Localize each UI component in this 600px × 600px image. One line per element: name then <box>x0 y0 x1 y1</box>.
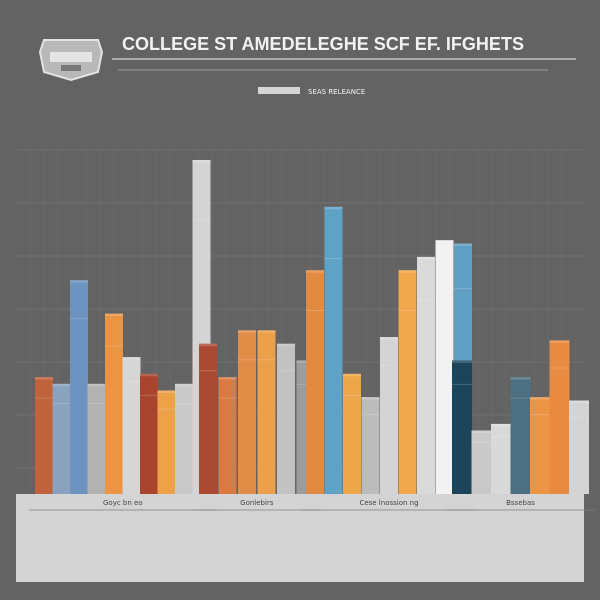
bar-highlight <box>324 206 343 210</box>
bar-highlight <box>569 400 589 403</box>
bar-0-6[interactable] <box>140 373 158 494</box>
group-label-3: Bssebas <box>506 499 535 507</box>
bar-1-0[interactable] <box>199 343 217 494</box>
bar-highlight <box>157 390 176 393</box>
bar-highlight <box>70 280 88 283</box>
bar-2-6[interactable] <box>417 256 435 494</box>
bar-1-1[interactable] <box>218 377 237 494</box>
bar-3-0[interactable] <box>452 360 472 494</box>
bar-0-1[interactable] <box>52 383 71 494</box>
logo-badge <box>38 39 104 82</box>
bar-0-7[interactable] <box>157 390 176 495</box>
bar-highlight <box>257 330 276 333</box>
group-label-2: Cese lnossion ng <box>359 499 418 507</box>
bar-highlight <box>296 360 315 363</box>
bar-highlight <box>35 377 53 380</box>
bar-1-4[interactable] <box>277 343 295 494</box>
bar-2-3[interactable] <box>361 397 380 494</box>
bar-1-2[interactable] <box>238 330 256 494</box>
bar-2-2[interactable] <box>343 373 361 494</box>
footer-panel <box>16 494 584 582</box>
bar-3-3[interactable] <box>510 377 531 494</box>
bar-highlight <box>549 340 570 343</box>
bar-highlight <box>277 343 295 347</box>
bar-3-4[interactable] <box>530 397 550 494</box>
subtitle-box <box>258 87 300 94</box>
chart-subtitle: SEAS RELEANCE <box>308 88 365 96</box>
bar-0-2[interactable] <box>70 280 88 494</box>
bar-0-0[interactable] <box>35 377 53 494</box>
group-labels: Goyc bn eo Gonlebirs Cese lnossion ng Bsseb… <box>29 499 595 511</box>
bar-highlight <box>380 337 398 340</box>
bars-layer <box>35 160 589 495</box>
bar-highlight <box>510 377 531 380</box>
bar-highlight <box>175 383 193 387</box>
bar-highlight <box>105 313 123 317</box>
bar-highlight <box>87 383 106 387</box>
group-label-0: Goyc bn eo <box>103 499 143 507</box>
bar-highlight <box>398 270 417 273</box>
bar-3-6[interactable] <box>569 400 589 495</box>
bar-highlight <box>361 397 380 400</box>
bar-highlight <box>417 256 435 260</box>
bar-2-4[interactable] <box>380 337 398 494</box>
bar-highlight <box>306 270 324 273</box>
bar-1-3[interactable] <box>257 330 276 494</box>
bar-highlight <box>435 240 454 243</box>
bar-highlight <box>471 430 492 433</box>
bar-2-5[interactable] <box>398 270 417 494</box>
page-title: COLLEGE ST AMEDELEGHE SCF EF. IFGHETS <box>122 34 524 54</box>
bar-highlight <box>192 160 211 163</box>
bar-2-0[interactable] <box>306 270 324 494</box>
bar-2-1[interactable] <box>324 206 343 495</box>
bar-highlight <box>140 373 158 377</box>
bar-3-2[interactable] <box>491 423 511 494</box>
bar-0-8[interactable] <box>175 383 193 494</box>
bar-0-4[interactable] <box>105 313 123 494</box>
bar-highlight <box>454 243 472 246</box>
bar-highlight <box>122 357 141 360</box>
bar-highlight <box>452 360 472 363</box>
bar-highlight <box>491 423 511 427</box>
bar-highlight <box>218 377 237 380</box>
group-label-1: Gonlebirs <box>240 499 274 507</box>
bar-highlight <box>238 330 256 333</box>
bar-0-5[interactable] <box>122 357 141 494</box>
bar-3-5[interactable] <box>549 340 570 494</box>
bar-highlight <box>530 397 550 400</box>
bar-3-1[interactable] <box>471 430 492 495</box>
bar-2-7[interactable] <box>435 240 454 494</box>
bar-highlight <box>199 343 217 347</box>
bar-0-3[interactable] <box>87 383 106 494</box>
bar-highlight <box>343 373 361 377</box>
bar-highlight <box>52 383 71 387</box>
